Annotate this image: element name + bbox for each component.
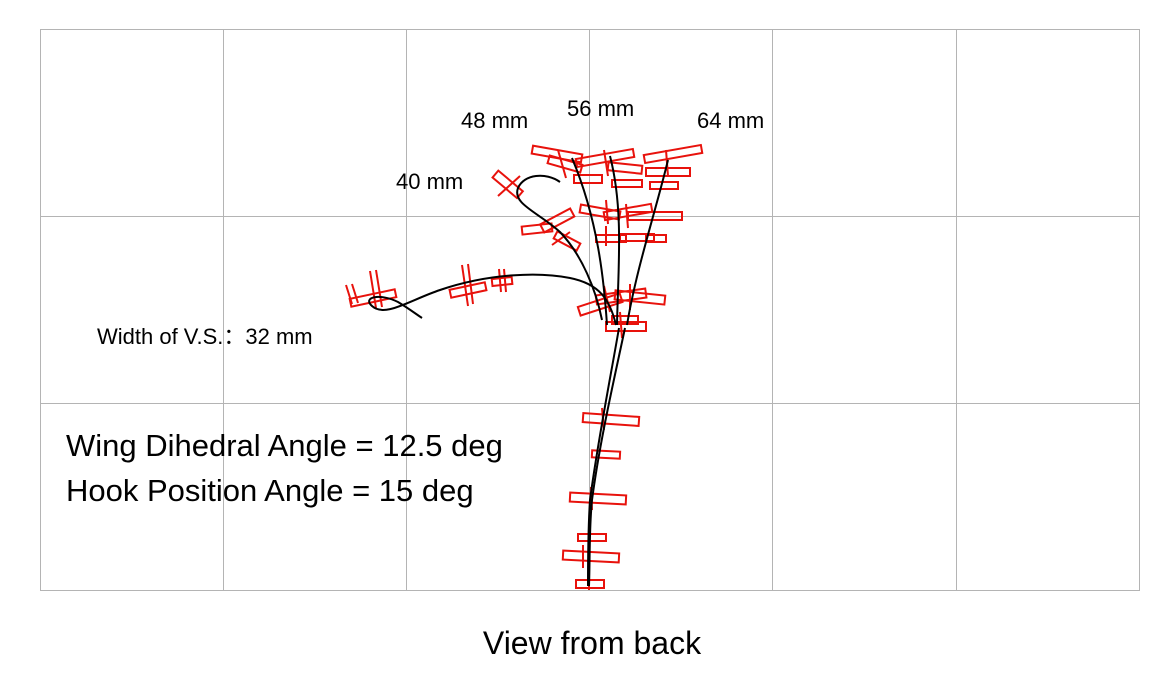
glider-markers (345, 143, 704, 590)
trajectory-line-32mm (368, 273, 617, 326)
trajectory-line-40mm (516, 174, 603, 321)
glider-marker (619, 311, 623, 339)
trajectory-line-64mm (626, 159, 669, 326)
vs-width-label: Width of V.S.：32 mm (97, 324, 313, 349)
annotations: 40 mm 48 mm 56 mm 64 mm Width of V.S.：32… (66, 96, 764, 661)
trajectory-lines (368, 155, 669, 587)
glider-marker (605, 199, 609, 225)
param-dihedral-angle: Wing Dihedral Angle = 12.5 deg (66, 428, 503, 463)
trajectory-line-descent (588, 327, 626, 587)
glider-marker (551, 231, 571, 246)
glider-marker (581, 411, 641, 428)
glider-marker (498, 268, 502, 293)
grid (40, 29, 1140, 591)
glider-marker (613, 289, 667, 306)
trajectory-label-56mm: 56 mm (567, 96, 634, 121)
glider-marker (351, 283, 359, 304)
glider-marker (490, 275, 514, 288)
glider-marker (605, 321, 647, 332)
glider-marker (577, 533, 607, 542)
trajectory-line-56mm (609, 155, 621, 326)
glider-marker (606, 161, 644, 175)
glider-marker (568, 491, 628, 506)
glider-marker (530, 144, 584, 164)
figure-caption: View from back (483, 625, 702, 661)
glider-marker (448, 281, 488, 299)
glider-marker (642, 143, 704, 165)
glider-marker (561, 549, 621, 564)
glider-marker (348, 288, 398, 308)
trajectory-label-48mm: 48 mm (461, 108, 528, 133)
glider-marker (573, 174, 603, 184)
glider-marker (611, 179, 643, 188)
glider-marker (538, 207, 576, 234)
param-hook-position-angle: Hook Position Angle = 15 deg (66, 473, 474, 508)
glider-marker (503, 268, 507, 293)
glider-marker (603, 149, 609, 177)
glider-marker (625, 203, 629, 229)
glider-marker (467, 263, 474, 305)
glider-marker (578, 203, 622, 221)
trajectory-line-48mm (571, 157, 608, 326)
glider-marker (576, 292, 624, 317)
glider-marker (520, 222, 554, 236)
trajectory-label-64mm: 64 mm (697, 108, 764, 133)
glider-marker (461, 264, 469, 307)
glider-marker (590, 449, 622, 460)
glider-marker (649, 181, 679, 190)
glider-marker (497, 175, 521, 197)
trajectory-line-descent (587, 327, 620, 587)
glider-marker (552, 230, 582, 252)
trajectory-label-40mm: 40 mm (396, 169, 463, 194)
glider-marker (557, 149, 567, 179)
glider-marker (611, 315, 639, 325)
glider-marker (491, 169, 525, 200)
